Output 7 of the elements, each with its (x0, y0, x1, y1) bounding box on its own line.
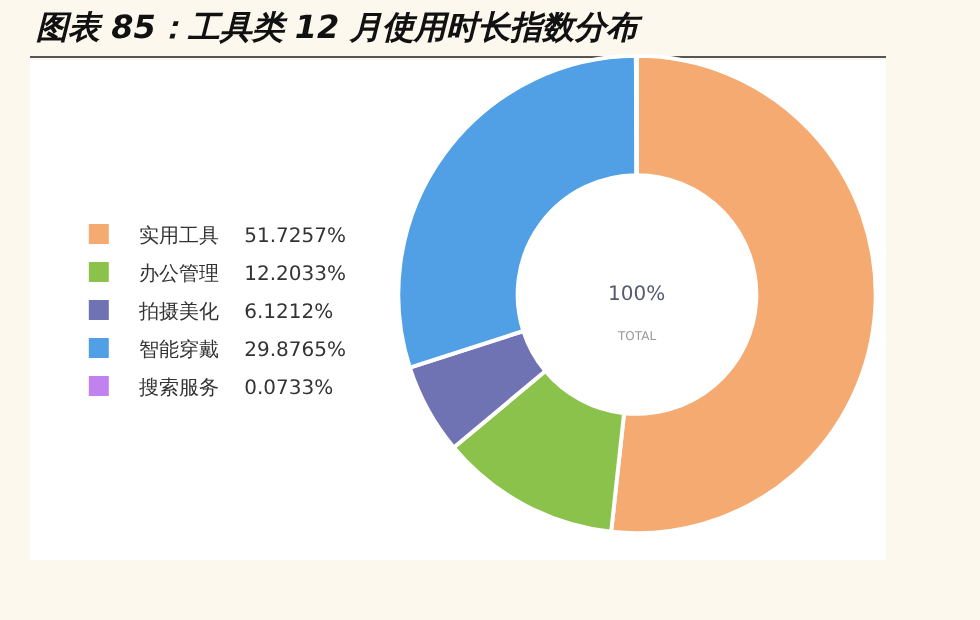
chart-title: 图表 85：工具类 12 月使用时长指数分布 (36, 8, 639, 50)
legend-label: 智能穿戴 29.8765% (138, 337, 346, 362)
legend-label: 拍摄美化 6.1212% (136, 299, 334, 324)
legend-label: 办公管理 12.2033% (138, 261, 346, 286)
legend-label: 实用工具 51.7257% (138, 223, 346, 248)
text: 100% (608, 284, 666, 306)
legend-label: 搜索服务 0.0733% (138, 375, 334, 400)
